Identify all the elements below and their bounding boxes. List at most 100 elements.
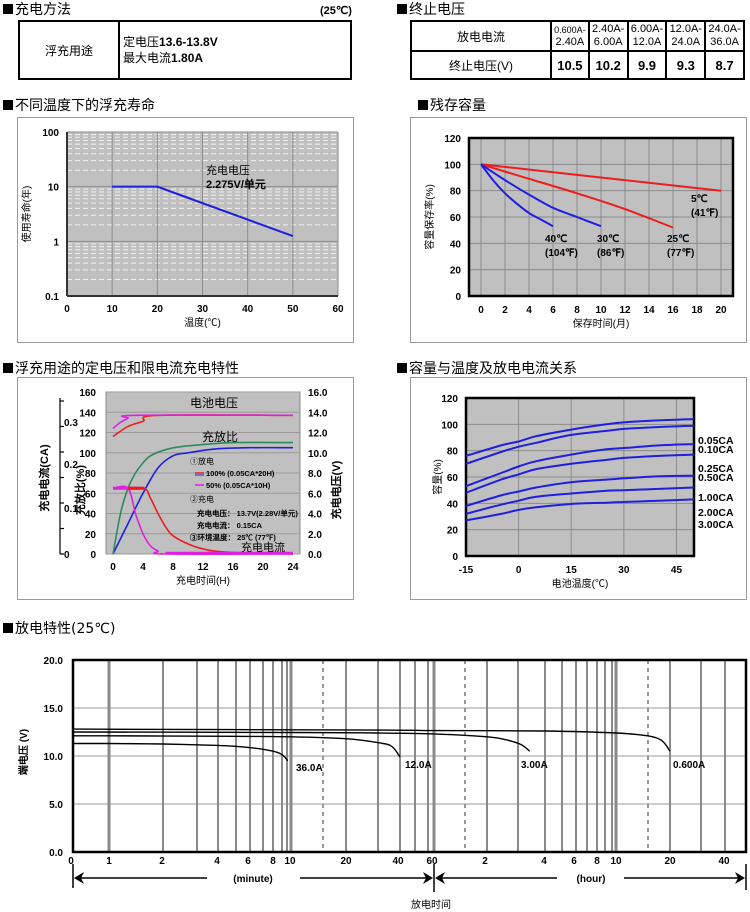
y-axis-title: 使用寿命(年) xyxy=(20,186,33,243)
y-left-tick-label: 0 xyxy=(90,550,96,561)
x-tick-label-minute: 0 xyxy=(68,856,74,867)
label-charge-current: 充电电流 xyxy=(241,540,285,554)
x-tick-label: 4 xyxy=(526,305,532,316)
discharge-characteristics-title: 放电特性(25℃) xyxy=(3,621,115,637)
current-range-top: 0.600A- xyxy=(554,25,586,35)
x-tick-label-hour: 10 xyxy=(610,856,622,867)
x-axis-title: 电池温度(℃) xyxy=(552,577,609,590)
y-right-tick-label: 6.0 xyxy=(308,489,322,500)
current-tick-label: 0.1 xyxy=(64,504,78,515)
legend-charge-current: 充电电流： 0.15CA xyxy=(197,520,263,530)
x-tick-label-hour: 4 xyxy=(541,856,547,867)
x-tick-label: 50 xyxy=(287,304,299,315)
plot-border xyxy=(71,658,748,854)
series-label: 12.0A xyxy=(405,760,432,771)
y-axis-title: 容量(%) xyxy=(431,459,444,495)
x-tick-label: 24 xyxy=(287,562,299,573)
series-line-25℃ xyxy=(480,163,674,229)
current-range-top: 6.00A- xyxy=(630,23,664,35)
series-label: 30℃ xyxy=(597,234,619,245)
charging-method-title: 充电方法 xyxy=(3,2,71,18)
y-right-tick-label: 2.0 xyxy=(308,530,322,541)
annotation-charge-voltage-label: 充电电压 xyxy=(206,163,250,177)
x-tick-label: 16 xyxy=(667,305,679,316)
x-tick-label-hour: 8 xyxy=(594,856,600,867)
series-label-fahrenheit: (41℉) xyxy=(691,208,718,219)
series-line-life xyxy=(112,185,294,237)
square-bullet-icon xyxy=(3,623,13,633)
series-label-fahrenheit: (86℉) xyxy=(597,248,624,259)
y-left-tick-label: 140 xyxy=(79,408,96,419)
y-axis-title: 容量保存率(%) xyxy=(423,184,436,250)
current-range-cell: 12.0A- 24.0A xyxy=(665,20,707,52)
x-tick-label: 10 xyxy=(595,305,607,316)
x-tick-label-minute: 10 xyxy=(284,856,296,867)
current-axis-title: 充电电流(CA) xyxy=(37,444,51,512)
cutoff-voltage-table: 放电电流 0.600A- 2.40A 2.40A- 6.00A 6.00A- 12.0… xyxy=(410,20,745,80)
x-tick-label: 16 xyxy=(227,562,239,573)
x-tick-label: 45 xyxy=(671,565,683,576)
y-tick-label: 10 xyxy=(48,183,60,194)
y-axis-title: 端电压 (V) xyxy=(17,729,30,775)
y-tick-label: 40 xyxy=(450,239,462,250)
current-range-bottom: 36.0A xyxy=(710,36,739,48)
series-label: 25℃ xyxy=(667,234,689,245)
y-left-tick-label: 80 xyxy=(85,469,97,480)
series-line-current-100% xyxy=(112,486,294,555)
x-tick-label: 0 xyxy=(110,562,116,573)
series-label: 0.05CA xyxy=(698,435,734,447)
y-left-tick-label: 20 xyxy=(85,530,97,541)
current-range-bottom: 12.0A xyxy=(632,36,662,48)
legend-discharge: ①放电 xyxy=(190,456,214,466)
float-life-chart: 0.1 1 10 100 0 10 20 30 40 50 60 充电电压2.275V/单元温度(℃)… xyxy=(20,128,344,329)
series-line-0.05CA xyxy=(465,418,695,457)
series-line-36.0A xyxy=(72,742,289,762)
current-range-cell: 6.00A- 12.0A xyxy=(626,20,668,52)
y-tick-label: 0.1 xyxy=(45,292,59,303)
y-right-tick-label: 8.0 xyxy=(308,469,322,480)
y-left-tick-label: 120 xyxy=(79,429,96,440)
temperature-note: (25℃) xyxy=(320,5,352,17)
x-tick-label-minute: 6 xyxy=(245,856,251,867)
arrow-right-icon xyxy=(423,872,433,884)
legend-charge: ②充电 xyxy=(190,494,214,504)
series-line-0.10CA xyxy=(465,424,695,465)
square-bullet-icon xyxy=(397,363,407,373)
cutoff-voltage-label: 终止电压(V) xyxy=(410,50,552,80)
x-tick-label: 4 xyxy=(140,562,146,573)
x-axis-title: 放电时间 xyxy=(411,898,451,911)
current-range-top: 12.0A- xyxy=(669,23,702,35)
square-bullet-icon xyxy=(418,100,428,110)
y-tick-label: 0 xyxy=(455,292,461,303)
residual-capacity-chart: 0 20 40 60 80 100 120 0 2 4 6 8 10 12 14 16 18 20 5℃ (41℉) 2… xyxy=(423,134,735,330)
charge-characteristics-chart-frame: 0 0.0 20 2.0 40 4.0 60 6.0 80 8.0 100 10.0 120 12.0 14… xyxy=(17,377,354,600)
y-right-tick-label: 0.0 xyxy=(308,550,322,561)
y-right-tick-label: 14.0 xyxy=(308,408,328,419)
current-range-bottom: 6.00A xyxy=(593,36,623,48)
x-tick-label: 12 xyxy=(619,305,631,316)
series-label: 36.0A xyxy=(296,763,323,774)
minute-unit-label: (minute) xyxy=(233,874,272,885)
y-left-tick-label: 100 xyxy=(79,449,96,460)
square-bullet-icon xyxy=(397,4,407,14)
float-use-values: 定电压13.6-13.8V 最大电流1.80A xyxy=(118,20,352,80)
y-tick-label: 100 xyxy=(444,160,461,171)
discharge-current-label: 放电电流 xyxy=(410,20,552,52)
x-tick-label-minute: 20 xyxy=(340,856,352,867)
x-tick-label: 18 xyxy=(691,305,703,316)
float-life-chart-frame: 0.1 1 10 100 0 10 20 30 40 50 60 充电电压 2.275V/单元 温度(℃)… xyxy=(17,117,354,343)
series-line-3.00A xyxy=(72,731,531,752)
y-tick-label: 20 xyxy=(447,526,459,537)
y-tick-label: 80 xyxy=(450,187,462,198)
x-tick-label: -15 xyxy=(459,565,474,576)
y-tick-label: 60 xyxy=(447,473,459,484)
capacity-temperature-chart-frame: 0 20 40 60 80 100 120 -15 0 15 30 45 0.05CA 0.10CA 0.2… xyxy=(410,377,747,600)
capacity-temperature-title: 容量与温度及放电电流关系 xyxy=(397,361,577,377)
x-tick-label-minute: 2 xyxy=(159,856,165,867)
y-tick-label: 20.0 xyxy=(44,656,64,667)
x-tick-label: 8 xyxy=(170,562,176,573)
arrow-left-icon xyxy=(74,872,84,884)
max-current-label: 最大电流 xyxy=(123,51,172,65)
x-tick-label: 0 xyxy=(64,304,70,315)
